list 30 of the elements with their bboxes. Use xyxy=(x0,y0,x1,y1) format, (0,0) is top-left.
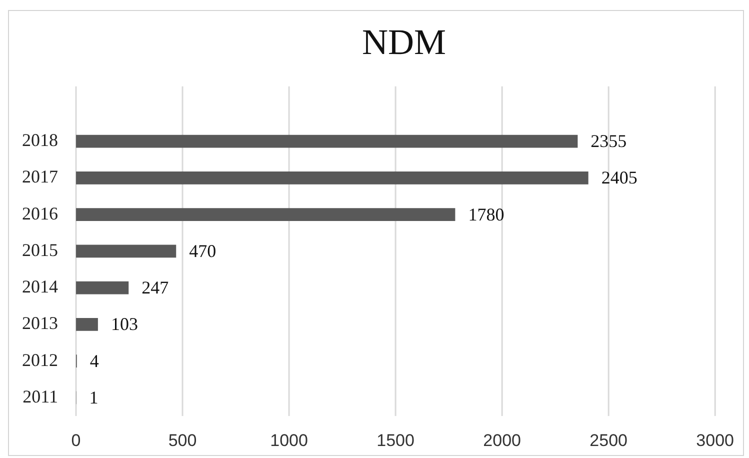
bar xyxy=(76,172,588,184)
bar xyxy=(76,318,98,331)
y-tick-label: 2014 xyxy=(22,276,58,297)
data-label: 1780 xyxy=(468,204,504,224)
x-tick-label: 2500 xyxy=(590,430,628,450)
x-tick-label: 3000 xyxy=(696,430,734,450)
y-tick-label: 2017 xyxy=(22,166,58,187)
chart-title: NDM xyxy=(360,21,447,63)
bar xyxy=(76,134,578,148)
data-label: 103 xyxy=(110,314,138,334)
y-tick-label: 2015 xyxy=(22,240,58,260)
data-label: 2405 xyxy=(601,168,638,188)
data-label: 470 xyxy=(189,240,216,261)
data-label: 247 xyxy=(142,278,169,298)
y-tick-label: 2018 xyxy=(22,130,58,150)
y-tick-label: 2011 xyxy=(22,386,58,406)
bar xyxy=(76,281,129,294)
x-tick-label: 500 xyxy=(168,430,197,450)
x-tick-label: 1500 xyxy=(376,430,414,450)
data-label: 4 xyxy=(90,350,99,371)
y-tick-label: 2013 xyxy=(22,313,58,334)
y-tick-label: 2016 xyxy=(22,203,58,224)
bar xyxy=(76,208,456,221)
y-tick-label: 2012 xyxy=(22,350,58,370)
x-tick-label: 1000 xyxy=(270,430,308,450)
data-label: 1 xyxy=(89,387,98,408)
x-tick-label: 0 xyxy=(71,430,81,450)
x-tick-label: 2000 xyxy=(483,430,521,450)
bar xyxy=(76,244,176,258)
data-label: 2355 xyxy=(590,131,627,152)
